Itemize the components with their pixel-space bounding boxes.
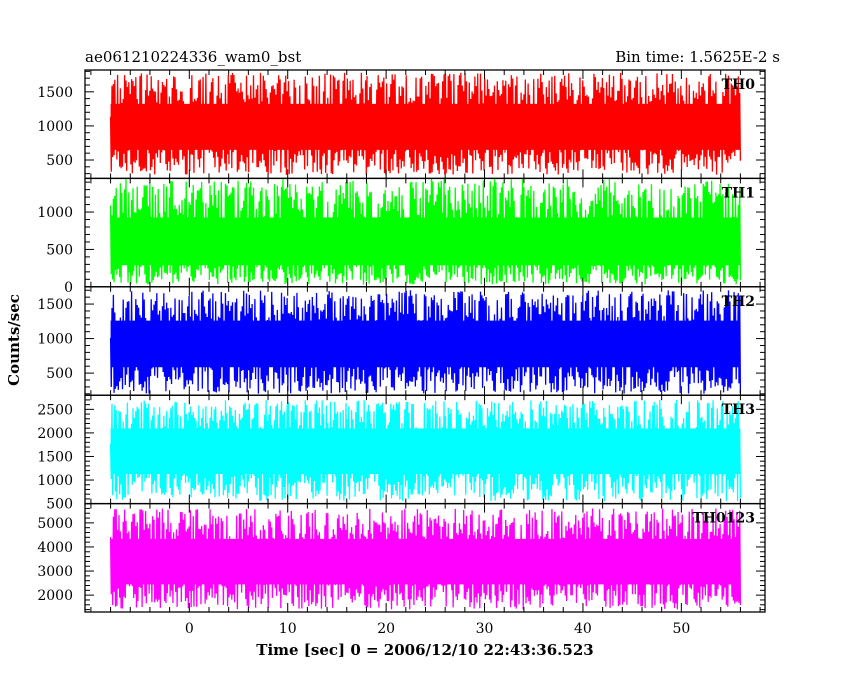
x-tick-label: 0	[185, 621, 194, 637]
y-tick-label: 1500	[37, 85, 73, 101]
y-tick-label: 3000	[37, 564, 73, 580]
series-line-th0123	[109, 508, 742, 610]
panel-th2: 500 1000 1500 TH2	[37, 286, 766, 396]
y-tick-label: 4000	[37, 540, 73, 556]
y-tick-label: 1500	[37, 449, 73, 465]
series-line-th3	[109, 399, 742, 502]
bin-time-label: Bin time: 1.5625E-2 s	[615, 48, 780, 66]
series-line-th0	[109, 72, 742, 175]
x-tick-label: 50	[672, 621, 690, 637]
y-tick-label: 2000	[37, 426, 73, 442]
panel-th1: 0 500 1000 TH1	[37, 177, 766, 296]
y-tick-label: 500	[46, 153, 73, 169]
y-tick-label: 1500	[37, 297, 73, 313]
y-tick-label: 5000	[37, 516, 73, 532]
y-tick-label: 1000	[37, 473, 73, 489]
series-line-th2	[109, 290, 742, 394]
x-tick-label: 40	[574, 621, 592, 637]
y-tick-label: 1000	[37, 332, 73, 348]
y-tick-label: 1000	[37, 119, 73, 135]
y-axis-label: Counts/sec	[5, 294, 23, 386]
plot-title: ae061210224336_wam0_bst	[85, 48, 301, 66]
panel-label: TH2	[722, 294, 755, 310]
x-tick-label: 20	[377, 621, 395, 637]
y-tick-label: 500	[46, 497, 73, 513]
panel-label: TH0	[722, 77, 756, 93]
panel-th0: 500 1000 1500 TH0	[37, 69, 766, 180]
x-axis-label: Time [sec] 0 = 2006/12/10 22:43:36.523	[256, 641, 593, 659]
x-tick-label: 10	[279, 621, 297, 637]
x-tick-label: 30	[476, 621, 494, 637]
y-tick-label: 2500	[37, 402, 73, 418]
y-tick-label: 0	[64, 280, 73, 296]
y-tick-label: 500	[46, 242, 73, 258]
y-tick-label: 1000	[37, 205, 73, 221]
panel-label: TH3	[722, 402, 755, 418]
panel-label: TH0123	[692, 511, 755, 527]
panel-label: TH1	[722, 185, 755, 201]
series-line-th1	[109, 178, 742, 285]
y-tick-label: 500	[46, 366, 73, 382]
y-tick-label: 2000	[37, 588, 73, 604]
panel-th0123: 2000 3000 4000 5000 TH0123 0 10 20 30 40 50	[37, 502, 766, 637]
panel-th3: 500 1000 1500 2000 2500 TH3	[37, 394, 766, 513]
